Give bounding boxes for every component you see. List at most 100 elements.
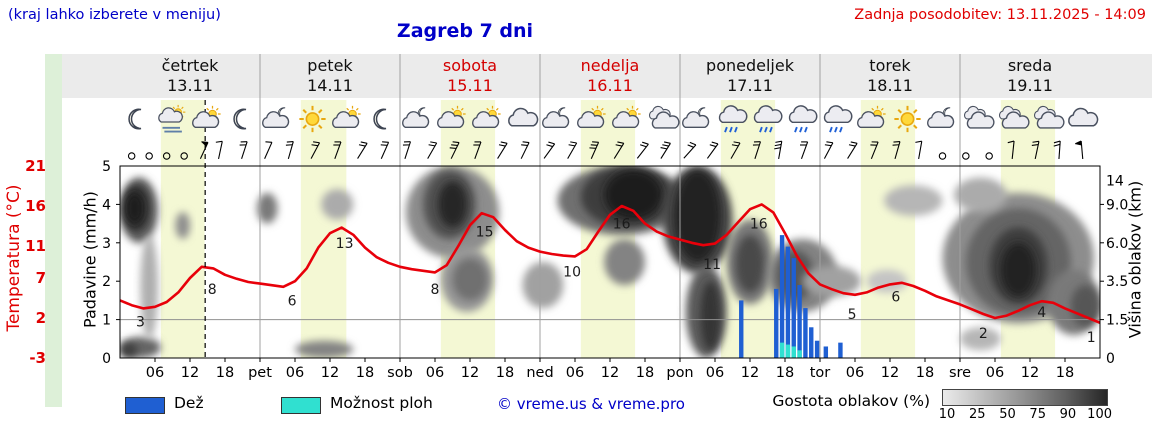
wind-barb [774,140,783,160]
wind-barb [847,141,858,159]
svg-text:pon: pon [666,365,693,381]
rain-icon [825,106,852,132]
wind-barb [497,141,508,159]
svg-text:3.5: 3.5 [1106,274,1128,290]
svg-text:6: 6 [288,293,297,309]
svg-text:3: 3 [102,236,111,252]
svg-text:06: 06 [986,365,1004,381]
wind-barb [892,141,901,160]
svg-text:ponedeljek: ponedeljek [706,56,795,75]
wind-barb [660,141,671,159]
svg-text:15.11: 15.11 [447,76,493,95]
wind-barb [800,141,809,160]
wind-barb [567,141,578,159]
svg-text:1.5: 1.5 [1106,313,1128,329]
wind-barbs-row [127,140,1084,160]
svg-text:06: 06 [426,365,444,381]
svg-text:5: 5 [102,159,111,175]
svg-text:12: 12 [881,365,899,381]
wind-barb [613,141,625,159]
svg-text:1: 1 [102,313,111,329]
cloud-blob [120,342,138,358]
cloud-blob [604,238,645,286]
cloud-blob [295,340,354,358]
svg-text:06: 06 [286,365,304,381]
density-tick: 10 [938,407,956,422]
svg-text:8: 8 [431,282,440,298]
cloud-blob [321,189,354,220]
rain-bars [739,235,843,358]
svg-text:tor: tor [810,365,831,381]
wind-barb [589,141,600,159]
clouds-icon [965,106,994,128]
wind-barb [380,141,390,159]
cloud-blob [437,181,468,228]
cloud-blob [1070,285,1100,328]
svg-text:06: 06 [846,365,864,381]
wind-barb [333,141,342,160]
svg-text:18: 18 [496,365,514,381]
svg-text:7: 7 [36,269,46,287]
copyright-link[interactable]: © vreme.us & vreme.pro [497,395,685,413]
showers-bars [779,342,802,358]
svg-text:12: 12 [461,365,479,381]
rain-bar [797,285,802,358]
wind-barb [543,141,556,159]
wind-barb [1053,140,1061,160]
wind-barb [823,141,834,159]
cloud-density-gradient [942,389,1108,406]
wind-barb [427,141,438,159]
cloud-blob [125,192,144,224]
cloud-axis-label: Višina oblakov (km) [1125,180,1145,339]
shower-bar [779,342,785,358]
clouds-icon [650,106,679,128]
wind-barb [1031,140,1040,160]
wind-barb [285,141,294,160]
wind-barb [310,141,321,159]
wind-barb [706,141,719,159]
svg-text:11: 11 [25,237,46,255]
wind-barb [264,141,273,159]
svg-text:10: 10 [563,265,581,281]
wind-barb [683,141,697,159]
svg-text:8: 8 [208,282,217,298]
svg-text:2: 2 [36,309,46,327]
moon-cloud-icon [928,108,954,128]
svg-text:16: 16 [613,217,631,233]
svg-text:21: 21 [25,157,46,175]
wind-barb [127,152,136,160]
page-title: Zagreb 7 dni [396,20,534,42]
svg-text:0: 0 [1106,351,1115,367]
svg-text:0: 0 [102,351,111,367]
cloud-blob [954,177,1007,213]
rain-swatch [125,397,165,414]
moon-icon [129,109,141,129]
rain-bar [814,340,820,358]
location-hint: (kraj lahko izberete v meniju) [8,7,221,23]
rain-legend-label: Dež [174,394,204,412]
cloud-blob [884,185,943,216]
svg-text:sre: sre [949,365,971,381]
svg-text:15: 15 [476,224,494,240]
moon-cloud-icon [543,108,569,128]
wind-barb [915,140,923,160]
rain-bar [838,342,843,358]
svg-text:12: 12 [181,365,199,381]
svg-text:18: 18 [1056,365,1074,381]
wind-barb [520,141,530,159]
svg-text:14: 14 [1106,174,1124,190]
wind-barb [449,141,460,159]
svg-text:18: 18 [356,365,374,381]
svg-text:torek: torek [869,56,911,75]
day-header-band [62,54,1152,98]
svg-text:13.11: 13.11 [167,76,213,95]
svg-text:6.0: 6.0 [1106,236,1128,252]
cloud-blob [802,265,861,297]
svg-text:12: 12 [741,365,759,381]
cloud-blob [140,235,158,339]
svg-text:11: 11 [703,257,721,273]
cloud-blob [735,235,765,293]
showers-swatch [281,397,321,414]
